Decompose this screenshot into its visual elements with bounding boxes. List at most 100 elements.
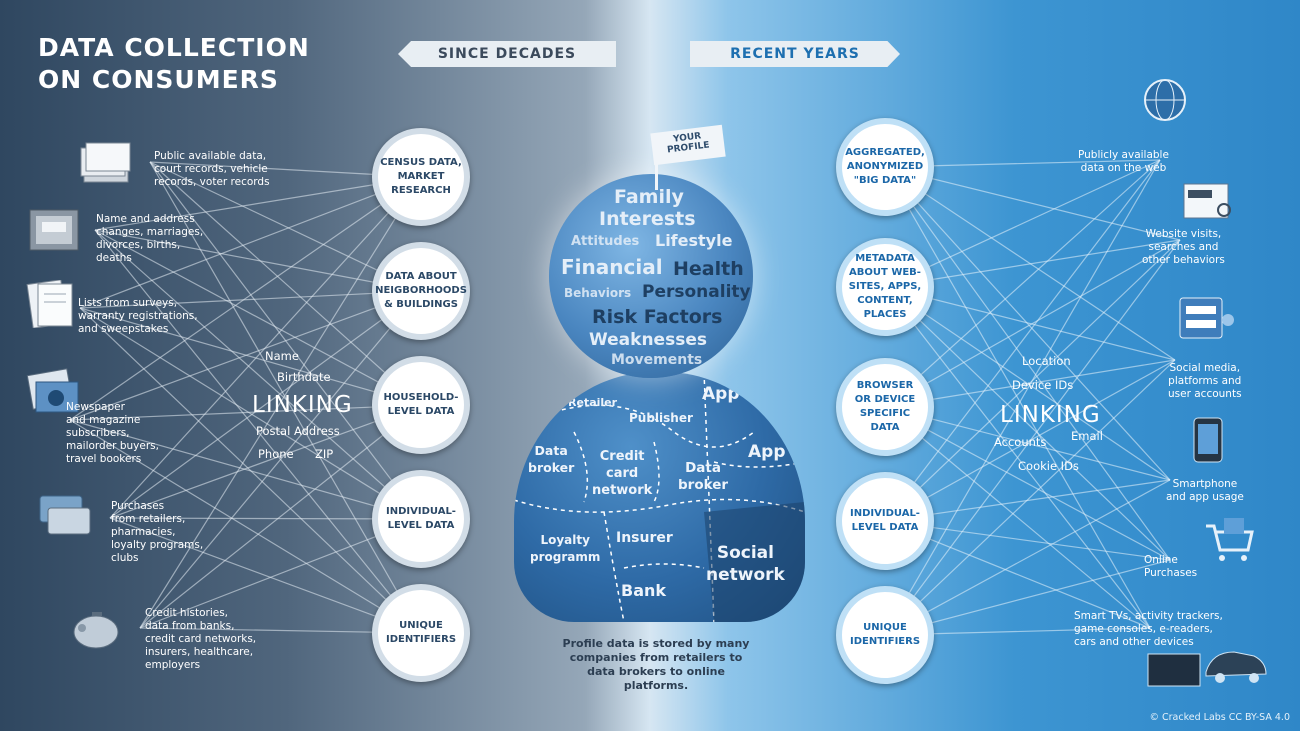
head-attitudes: Attitudes [571,234,640,249]
linking-email: Email [1071,429,1103,443]
connection-line [94,176,422,231]
circle-unique-identifiers-right: UNIQUE IDENTIFIERS [836,586,934,684]
circle-individual-data-left: INDIVIDUAL- LEVEL DATA [372,470,470,568]
connection-line [884,286,1151,629]
globe-icon [1144,79,1186,121]
title-line-1: DATA COLLECTION [38,33,310,62]
devices-icon [1147,651,1267,687]
linking-phone: Phone [258,447,294,461]
linking-name: Name [265,349,299,363]
connection-line [79,176,422,309]
body-credit-card-network: Credit card network [592,449,653,498]
documents-icon [80,142,131,183]
connection-line [69,419,422,634]
connection-line [884,166,1176,361]
linking-location: Location [1022,354,1071,368]
body-bank: Bank [621,581,667,600]
connection-line [94,229,422,292]
source-subscribers: Newspaper and magazine subscribers, mail… [66,401,159,465]
connection-line [884,159,1161,636]
connection-line [69,176,422,421]
body-social-network: Social network [706,543,785,585]
credit-line: © Cracked Labs CC BY-SA 4.0 [1149,712,1291,723]
catalogue-icon [26,368,79,413]
piggy-bank-icon [73,612,119,649]
connection-line [149,161,422,406]
circle-big-data: AGGREGATED, ANONYMIZED "BIG DATA" [836,118,934,216]
connection-line [884,239,1181,636]
connection-line [884,159,1161,522]
connection-line [149,161,422,634]
connection-line [884,406,1151,629]
connection-line [884,239,1181,408]
circle-metadata: METADATA ABOUT WEB- SITES, APPS, CONTENT… [836,238,934,336]
body-publisher: Publisher [629,411,693,425]
connection-line [884,406,1171,481]
head-behaviors: Behaviors [564,286,632,300]
connection-line [69,290,422,421]
head-personality: Personality [642,282,751,302]
source-online-purchases: Online Purchases [1144,554,1198,579]
profile-head: Family Interests Attitudes Lifestyle Fin… [549,174,753,378]
body-divider-lines [514,372,805,622]
connection-line [884,286,1171,481]
head-interests: Interests [599,208,696,230]
login-icon [1179,297,1234,339]
source-devices: Smart TVs, activity trackers, game conso… [1074,610,1223,648]
forms-icon [26,280,73,328]
connection-line [884,159,1161,288]
connection-line [884,286,1176,361]
connection-line [884,286,1171,561]
connection-line [884,239,1181,288]
connection-line [79,307,422,520]
head-risk-factors: Risk Factors [592,306,723,328]
source-website-visits: Website visits, searches and other behav… [1142,228,1225,266]
body-app-top: App [702,384,740,404]
browser-icon [1183,183,1231,219]
head-financial: Financial [561,255,663,279]
cards-icon [39,495,91,535]
circle-household-data: HOUSEHOLD- LEVEL DATA [372,356,470,454]
since-decades-banner: SINCE DECADES [398,41,616,67]
linking-cookie-ids: Cookie IDs [1018,459,1079,473]
source-surveys: Lists from surveys, warranty registratio… [78,297,198,335]
circle-device-data: BROWSER OR DEVICE SPECIFIC DATA [836,358,934,456]
head-family: Family [614,186,684,208]
connection-line [884,159,1161,408]
connection-line [109,290,422,519]
connection-line [884,359,1176,522]
head-lifestyle: Lifestyle [655,231,733,250]
page-title: DATA COLLECTION ON CONSUMERS [38,32,310,96]
source-public-records: Public available data, court records, ve… [154,150,270,188]
linking-device-ids: Device IDs [1012,378,1074,392]
connection-line [139,518,422,629]
connection-line [139,176,422,629]
head-weaknesses: Weaknesses [589,330,707,350]
circle-unique-identifiers-left: UNIQUE IDENTIFIERS [372,584,470,682]
circle-census-data: CENSUS DATA, MARKET RESEARCH [372,128,470,226]
connection-line [69,419,422,520]
circle-neighborhoods: DATA ABOUT NEIGBORHOODS & BUILDINGS [372,242,470,340]
head-movements: Movements [611,352,703,368]
body-data-broker-right: Data broker [678,460,729,493]
connection-line [884,359,1176,636]
flag-pole [655,150,658,190]
profile-body: Retailer Publisher App Data broker Credi… [514,372,805,622]
body-app-right: App [748,442,786,462]
cart-icon [1206,518,1254,561]
connection-line [884,166,1181,241]
source-credit-histories: Credit histories, data from banks, credi… [145,607,257,671]
body-data-broker-left: Data broker [528,443,575,475]
connection-line [884,166,1171,481]
profile-caption: Profile data is stored by many companies… [562,637,750,692]
source-purchases: Purchases from retailers, pharmacies, lo… [111,500,204,564]
linking-label-right: LINKING [1000,402,1101,428]
connection-line [69,404,422,421]
connection-line [109,517,422,520]
linking-accounts: Accounts [994,435,1047,449]
head-health: Health [673,258,744,280]
linking-birthdate: Birthdate [277,370,331,384]
connection-line [884,166,1171,561]
source-smartphone: Smartphone and app usage [1166,478,1244,503]
connection-line [109,176,422,519]
